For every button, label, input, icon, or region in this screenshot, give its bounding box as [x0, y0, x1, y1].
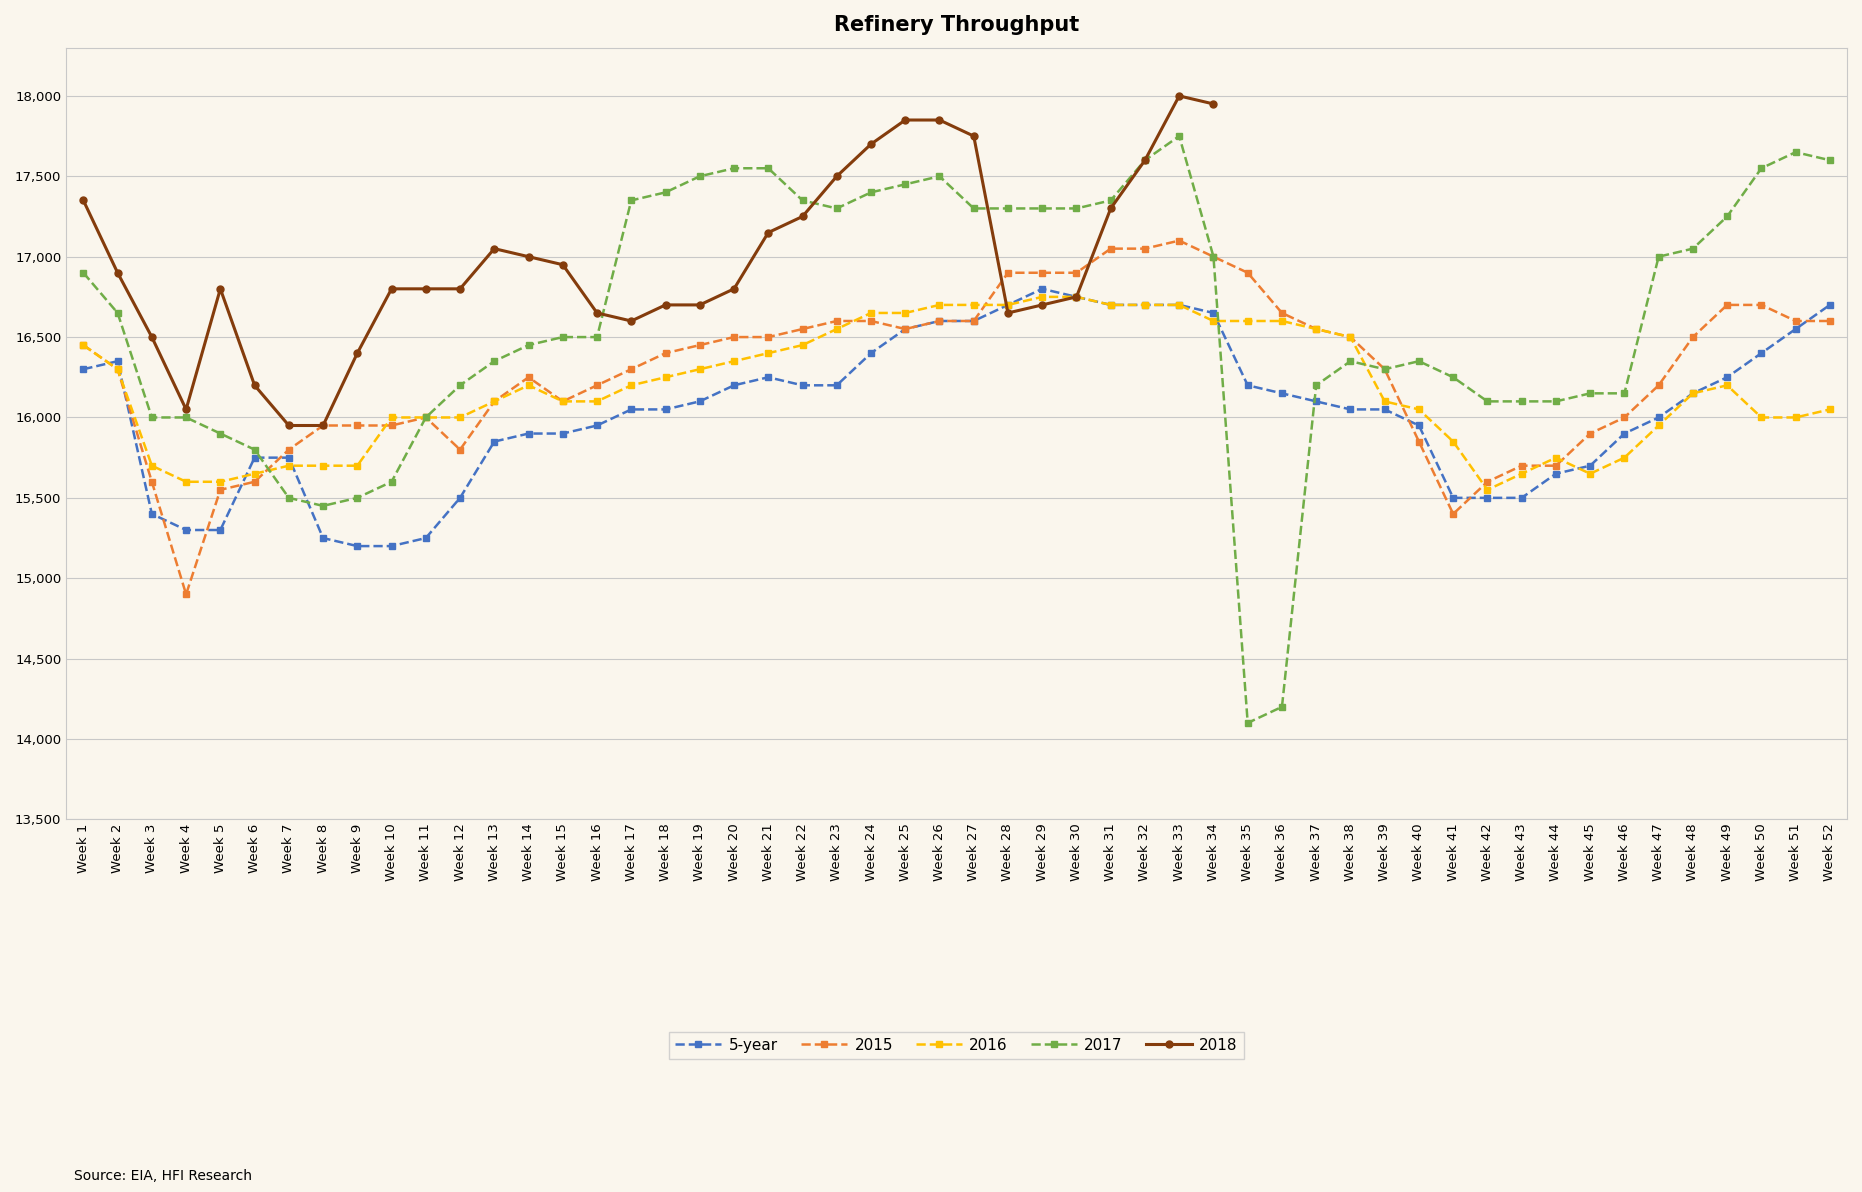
Text: Source: EIA, HFI Research: Source: EIA, HFI Research [74, 1169, 253, 1184]
2015 [722, 330, 745, 344]
Line: 2017: 2017 [80, 134, 1832, 726]
5-year [929, 313, 951, 328]
Title: Refinery Throughput: Refinery Throughput [834, 15, 1080, 35]
Line: 2018: 2018 [80, 93, 1218, 429]
2015 [1032, 266, 1054, 280]
5-year [1032, 281, 1054, 296]
2018 [73, 193, 95, 207]
2018 [1134, 153, 1156, 167]
2016 [996, 298, 1019, 312]
Line: 2015: 2015 [80, 238, 1832, 597]
2018 [209, 281, 231, 296]
2016 [1477, 483, 1499, 497]
2017 [1270, 700, 1292, 714]
2016 [1236, 313, 1259, 328]
5-year [1065, 290, 1087, 304]
5-year [1819, 298, 1842, 312]
5-year [722, 378, 745, 392]
2016 [209, 474, 231, 489]
2015 [244, 474, 266, 489]
Legend: 5-year, 2015, 2016, 2017, 2018: 5-year, 2015, 2016, 2017, 2018 [668, 1031, 1244, 1058]
5-year [73, 362, 95, 377]
2015 [1167, 234, 1190, 248]
2015 [1203, 249, 1225, 263]
2016 [1167, 298, 1190, 312]
2016 [1819, 402, 1842, 416]
2015 [175, 588, 197, 602]
2016 [73, 339, 95, 353]
2017 [894, 178, 916, 192]
5-year [346, 539, 369, 553]
2017 [1134, 153, 1156, 167]
2015 [1270, 306, 1292, 321]
2017 [209, 427, 231, 441]
2017 [996, 201, 1019, 216]
2018 [894, 113, 916, 128]
Line: 2016: 2016 [80, 294, 1832, 492]
2018 [1203, 97, 1225, 111]
2017 [73, 266, 95, 280]
2017 [1167, 129, 1190, 143]
Line: 5-year: 5-year [80, 286, 1832, 548]
2018 [689, 298, 711, 312]
2015 [1819, 313, 1842, 328]
2017 [1236, 715, 1259, 730]
2016 [1032, 290, 1054, 304]
2017 [1819, 153, 1842, 167]
2017 [689, 169, 711, 184]
2015 [73, 339, 95, 353]
2016 [689, 362, 711, 377]
5-year [1203, 306, 1225, 321]
5-year [1270, 386, 1292, 401]
2015 [929, 313, 951, 328]
2016 [894, 306, 916, 321]
5-year [209, 523, 231, 538]
